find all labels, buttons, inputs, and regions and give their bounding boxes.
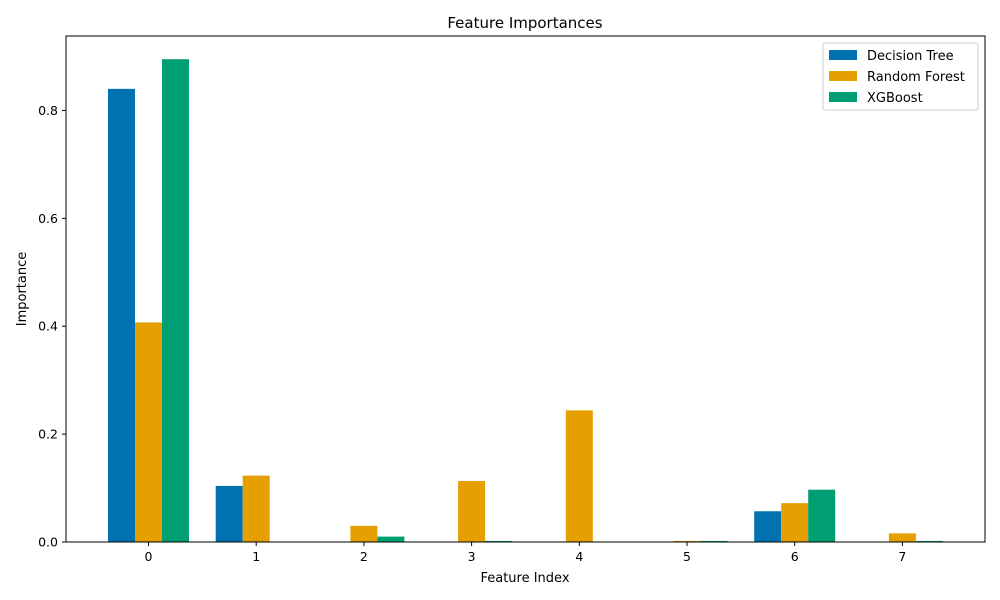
x-axis-label: Feature Index (480, 571, 569, 586)
bar-random-forest-5 (673, 540, 701, 542)
x-tick-label: 7 (898, 549, 906, 564)
bar-xgboost-6 (808, 489, 836, 542)
legend-swatch (829, 71, 857, 81)
y-tick-label: 0.0 (38, 535, 58, 550)
bar-decision-tree-0 (108, 88, 135, 543)
legend-swatch (829, 92, 857, 102)
x-tick-label: 3 (468, 549, 476, 564)
x-tick-label: 5 (683, 549, 691, 564)
plot-frame (65, 35, 986, 543)
bar-random-forest-3 (458, 481, 486, 542)
bar-random-forest-4 (565, 410, 593, 542)
bar-random-forest-6 (781, 503, 809, 542)
bar-decision-tree-1 (215, 485, 243, 542)
legend-label: XGBoost (867, 91, 923, 106)
y-tick-label: 0.4 (38, 319, 58, 334)
bar-xgboost-0 (162, 59, 189, 542)
x-tick-label: 2 (360, 549, 368, 564)
bar-decision-tree-6 (754, 511, 782, 542)
bar-random-forest-7 (888, 533, 916, 542)
legend-label: Random Forest (867, 70, 965, 85)
y-tick-label: 0.6 (38, 211, 58, 226)
y-ticks-group: 0.0 0.2 0.4 0.6 0.8 (38, 103, 66, 550)
chart-title: Feature Importances (447, 14, 602, 32)
legend-swatch (829, 50, 857, 60)
y-axis-label: Importance (15, 252, 30, 327)
bar-xgboost-3 (485, 540, 513, 542)
x-tick-label: 1 (252, 549, 260, 564)
bar-random-forest-2 (350, 525, 378, 542)
bars-group (108, 59, 943, 543)
y-tick-label: 0.2 (38, 427, 58, 442)
x-tick-label: 4 (575, 549, 583, 564)
bar-random-forest-0 (135, 322, 162, 542)
legend-box (822, 42, 979, 111)
x-tick-label: 0 (145, 549, 153, 564)
y-tick-label: 0.8 (38, 103, 58, 118)
bar-random-forest-1 (242, 475, 270, 542)
x-tick-label: 6 (791, 549, 799, 564)
legend-label: Decision Tree (867, 49, 954, 64)
bar-xgboost-5 (700, 540, 728, 542)
x-ticks-group: 0 1 2 3 4 5 6 7 (145, 542, 906, 564)
bar-xgboost-7 (915, 540, 943, 542)
bar-xgboost-2 (377, 536, 405, 542)
legend: Decision Tree Random Forest XGBoost (822, 42, 979, 111)
